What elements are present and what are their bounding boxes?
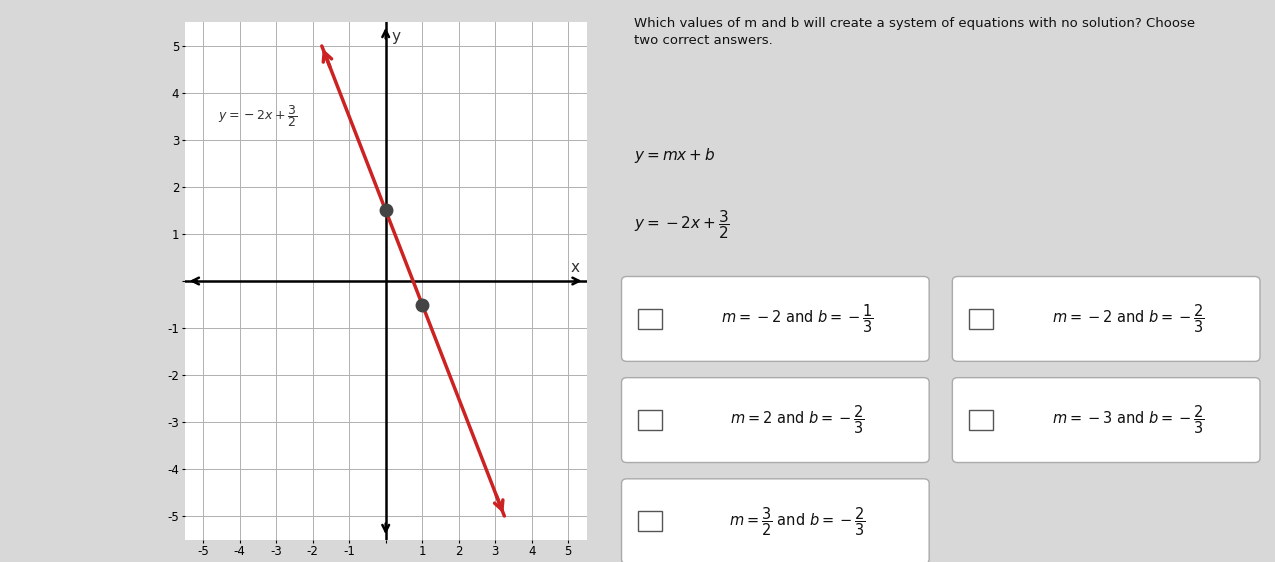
- Text: x: x: [571, 260, 580, 275]
- FancyBboxPatch shape: [952, 277, 1260, 361]
- FancyBboxPatch shape: [621, 277, 929, 361]
- FancyBboxPatch shape: [621, 479, 929, 562]
- Text: $y = mx + b$: $y = mx + b$: [634, 146, 715, 165]
- FancyBboxPatch shape: [638, 410, 663, 430]
- Text: $m = 2$ and $b = -\dfrac{2}{3}$: $m = 2$ and $b = -\dfrac{2}{3}$: [731, 404, 864, 436]
- FancyBboxPatch shape: [638, 309, 663, 329]
- Text: $m = -2$ and $b = -\dfrac{2}{3}$: $m = -2$ and $b = -\dfrac{2}{3}$: [1052, 303, 1205, 335]
- Text: $m = \dfrac{3}{2}$ and $b = -\dfrac{2}{3}$: $m = \dfrac{3}{2}$ and $b = -\dfrac{2}{3…: [729, 505, 866, 537]
- Text: y: y: [391, 29, 400, 44]
- FancyBboxPatch shape: [969, 410, 993, 430]
- Text: $m = -3$ and $b = -\dfrac{2}{3}$: $m = -3$ and $b = -\dfrac{2}{3}$: [1052, 404, 1205, 436]
- FancyBboxPatch shape: [952, 378, 1260, 463]
- FancyBboxPatch shape: [638, 511, 663, 532]
- FancyBboxPatch shape: [969, 309, 993, 329]
- Text: $y = -2x + \dfrac{3}{2}$: $y = -2x + \dfrac{3}{2}$: [634, 208, 729, 241]
- Text: Which values of m and b will create a system of equations with no solution? Choo: Which values of m and b will create a sy…: [634, 17, 1195, 47]
- Text: $m = -2$ and $b = -\dfrac{1}{3}$: $m = -2$ and $b = -\dfrac{1}{3}$: [722, 303, 873, 335]
- Text: $y = -2x + \dfrac{3}{2}$: $y = -2x + \dfrac{3}{2}$: [218, 103, 297, 129]
- FancyBboxPatch shape: [621, 378, 929, 463]
